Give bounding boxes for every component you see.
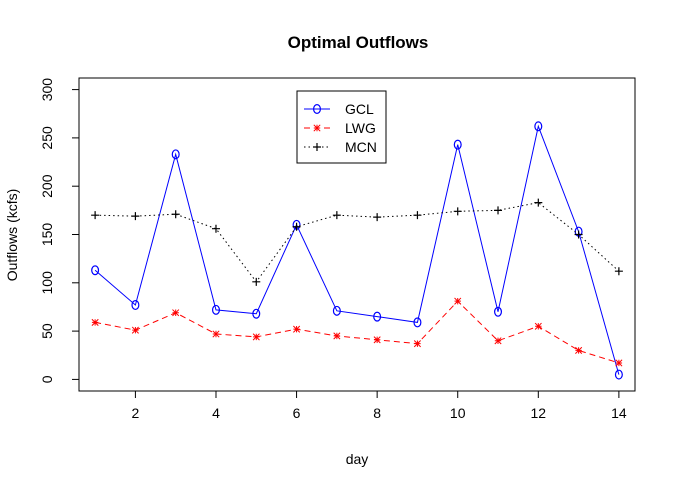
x-tick-label: 12 <box>531 405 547 421</box>
series-line-mcn <box>95 202 620 283</box>
point-gcl <box>413 317 422 328</box>
point-lwg <box>615 359 623 367</box>
y-tick-label: 50 <box>39 323 55 339</box>
point-gcl <box>252 308 261 319</box>
point-mcn <box>252 277 261 286</box>
legend-box <box>296 90 387 164</box>
x-axis: 2 4 6 8 10 12 14 <box>132 390 627 421</box>
y-tick-label: 100 <box>39 271 55 295</box>
legend-marker-lwg <box>313 124 321 132</box>
y-tick-label: 200 <box>39 174 55 198</box>
point-mcn <box>91 211 100 220</box>
y-tick-label: 0 <box>39 375 55 383</box>
point-mcn <box>211 224 220 233</box>
y-tick-label: 300 <box>39 78 55 102</box>
point-lwg <box>413 340 421 348</box>
x-tick-label: 4 <box>212 405 220 421</box>
legend-marker-gcl <box>313 103 322 114</box>
point-mcn <box>131 212 140 221</box>
series-layer <box>91 121 623 380</box>
point-mcn <box>494 206 503 215</box>
point-gcl <box>91 265 100 276</box>
point-lwg <box>131 326 139 334</box>
series-line-gcl <box>94 124 620 375</box>
point-mcn <box>413 211 422 220</box>
point-lwg <box>534 322 542 330</box>
point-mcn <box>574 230 583 239</box>
point-gcl <box>453 139 462 150</box>
point-gcl <box>211 304 220 315</box>
point-gcl <box>534 121 543 132</box>
point-mcn <box>534 198 543 207</box>
point-gcl <box>171 149 180 160</box>
point-mcn <box>614 267 623 276</box>
point-lwg <box>252 333 260 341</box>
point-gcl <box>131 300 140 311</box>
x-axis-title: day <box>346 451 369 467</box>
chart-title: Optimal Outflows <box>288 33 429 52</box>
point-gcl <box>332 305 341 316</box>
point-lwg <box>293 325 301 333</box>
point-lwg <box>575 346 583 354</box>
x-tick-label: 8 <box>373 405 381 421</box>
legend-label-lwg: LWG <box>345 120 376 136</box>
point-mcn <box>171 210 180 219</box>
point-mcn <box>453 207 462 216</box>
legend-marker-mcn <box>313 143 321 151</box>
series-line-lwg <box>95 300 620 364</box>
point-gcl <box>373 311 382 322</box>
x-tick-label: 6 <box>293 405 301 421</box>
point-lwg <box>91 318 99 326</box>
y-tick-label: 150 <box>39 223 55 247</box>
point-lwg <box>454 297 462 305</box>
legend-label-mcn: MCN <box>345 139 377 155</box>
point-mcn <box>373 213 382 222</box>
point-lwg <box>333 332 341 340</box>
legend-label-gcl: GCL <box>345 101 374 117</box>
point-lwg <box>172 309 180 317</box>
point-gcl <box>614 369 623 380</box>
point-mcn <box>292 222 301 231</box>
point-gcl <box>494 306 503 317</box>
point-lwg <box>494 337 502 345</box>
point-lwg <box>373 336 381 344</box>
y-axis-title: Outflows (kcfs) <box>4 189 20 282</box>
x-tick-label: 14 <box>611 405 627 421</box>
x-tick-label: 2 <box>132 405 140 421</box>
point-lwg <box>212 330 220 338</box>
point-mcn <box>332 211 341 220</box>
y-axis: 0 50 100 150 200 250 300 <box>39 78 80 383</box>
y-tick-label: 250 <box>39 126 55 150</box>
x-tick-label: 10 <box>450 405 466 421</box>
legend: GCL LWG MCN <box>296 90 387 164</box>
